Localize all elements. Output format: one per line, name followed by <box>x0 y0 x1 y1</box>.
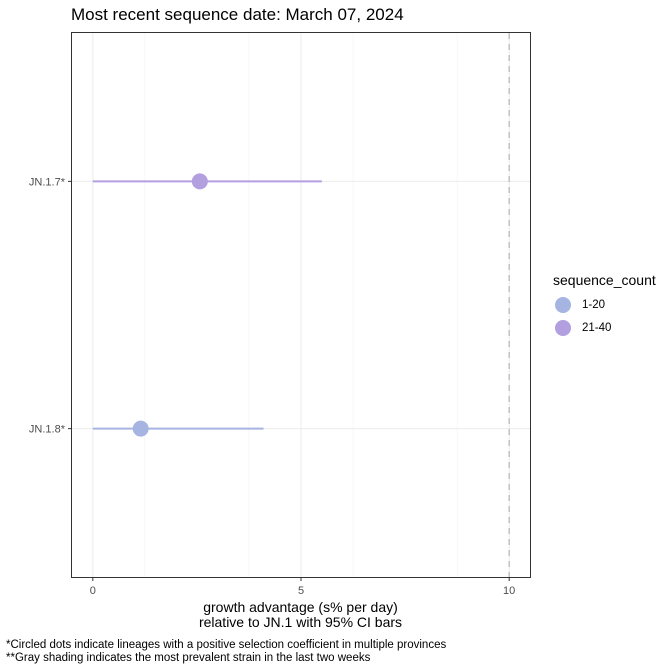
legend-item-1-20: 1-20 <box>553 295 605 315</box>
data-point <box>132 420 149 437</box>
legend-dot-1-20 <box>555 297 571 313</box>
footnote-gray-shading: **Gray shading indicates the most preval… <box>6 652 371 664</box>
legend-title: sequence_count <box>553 272 656 288</box>
x-axis-label-line-2: relative to JN.1 with 95% CI bars <box>198 614 403 630</box>
footnote-circled-dots: *Circled dots indicate lineages with a p… <box>6 639 447 651</box>
legend-dot-21-40 <box>555 320 571 336</box>
legend-key <box>553 295 573 315</box>
data-point <box>191 173 208 190</box>
legend-key <box>553 318 573 338</box>
y-tick-label: JN.1.8* <box>29 424 66 436</box>
x-tick-label: 5 <box>298 585 304 597</box>
x-tick-label: 0 <box>90 585 96 597</box>
x-tick-label: 10 <box>503 585 515 597</box>
chart-title: Most recent sequence date: March 07, 202… <box>71 5 404 24</box>
legend-item-21-40: 21-40 <box>553 318 611 338</box>
legend-label-1-20: 1-20 <box>582 299 606 311</box>
legend-label-21-40: 21-40 <box>582 322 612 334</box>
y-tick-label: JN.1.7* <box>29 176 66 188</box>
x-axis-label-line-1: growth advantage (s% per day) <box>203 599 398 615</box>
x-axis-label: growth advantage (s% per day) relative t… <box>71 600 530 630</box>
